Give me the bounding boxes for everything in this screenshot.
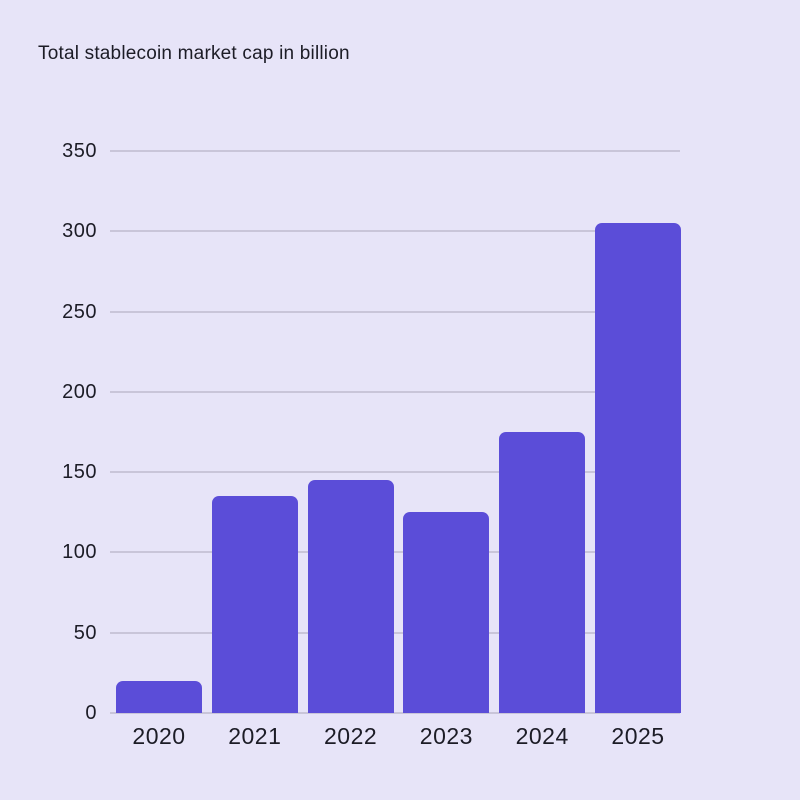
y-tick-label-250: 250	[62, 300, 97, 323]
gridline-300	[110, 230, 680, 233]
x-tick-label-2020: 2020	[132, 723, 186, 749]
x-tick-label-2024: 2024	[515, 723, 569, 749]
y-tick-label-200: 200	[62, 380, 97, 403]
y-tick-label-150: 150	[62, 461, 97, 484]
x-tick-label-2022: 2022	[324, 723, 378, 749]
y-tick-label-50: 50	[73, 621, 97, 644]
gridline-350	[110, 150, 680, 152]
gridline-200	[110, 390, 680, 393]
bar-2023	[403, 512, 490, 713]
x-tick-label-2023: 2023	[419, 723, 473, 749]
bar-2021	[211, 496, 298, 713]
bar-2020	[116, 680, 202, 713]
gridline-0	[110, 712, 680, 714]
gridline-150	[110, 471, 680, 474]
bar-2025	[595, 223, 681, 713]
gridline-100	[110, 551, 680, 554]
chart-title: Total stablecoin market cap in billion	[38, 43, 350, 64]
gridline-250	[110, 310, 680, 313]
y-tick-label-350: 350	[62, 140, 97, 162]
bar-2022	[307, 480, 394, 713]
bar-2024	[499, 432, 586, 713]
y-tick-label-100: 100	[62, 541, 97, 564]
x-tick-label-2025: 2025	[611, 723, 665, 749]
gridline-50	[110, 631, 680, 634]
x-tick-label-2021: 2021	[228, 723, 282, 749]
y-tick-label-300: 300	[62, 220, 97, 243]
y-tick-label-0: 0	[85, 702, 97, 724]
